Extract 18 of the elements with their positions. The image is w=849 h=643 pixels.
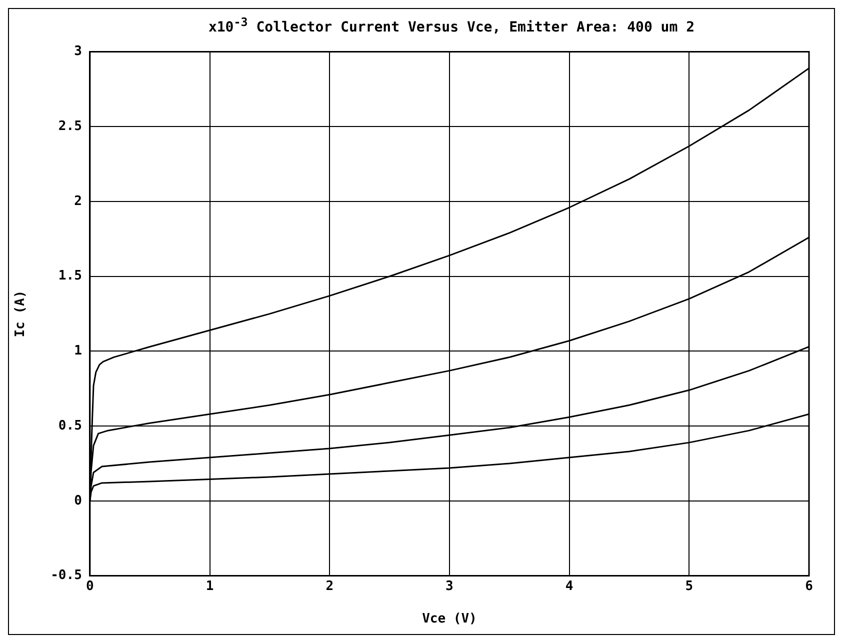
y-tick-label: 0: [74, 492, 82, 508]
x-tick-label: 3: [446, 578, 454, 594]
x-tick-label: 0: [86, 578, 94, 594]
y-tick-label: 1.5: [58, 268, 82, 284]
y-tick-label: 1: [74, 343, 82, 358]
x-axis-title: Vce (V): [422, 611, 477, 626]
chart-title: x10$^{-3}$ Collector Current Versus Vce, Emitter Area: 400 um 2: [207, 15, 696, 36]
y-tick-label: 2.5: [58, 118, 82, 134]
x-tick-label: 4: [565, 578, 574, 594]
x-tick-label: 5: [685, 578, 694, 594]
y-tick-label: 0.5: [58, 418, 82, 434]
x-tick-label: 6: [805, 578, 814, 594]
y-tick-label: 3: [74, 44, 82, 59]
y-tick-label: -0.5: [50, 568, 82, 583]
x-tick-label: 1: [206, 578, 214, 594]
y-tick-label: 2: [74, 194, 82, 209]
y-axis-title: Ic (A): [13, 290, 28, 337]
x-tick-label: 2: [326, 578, 334, 594]
